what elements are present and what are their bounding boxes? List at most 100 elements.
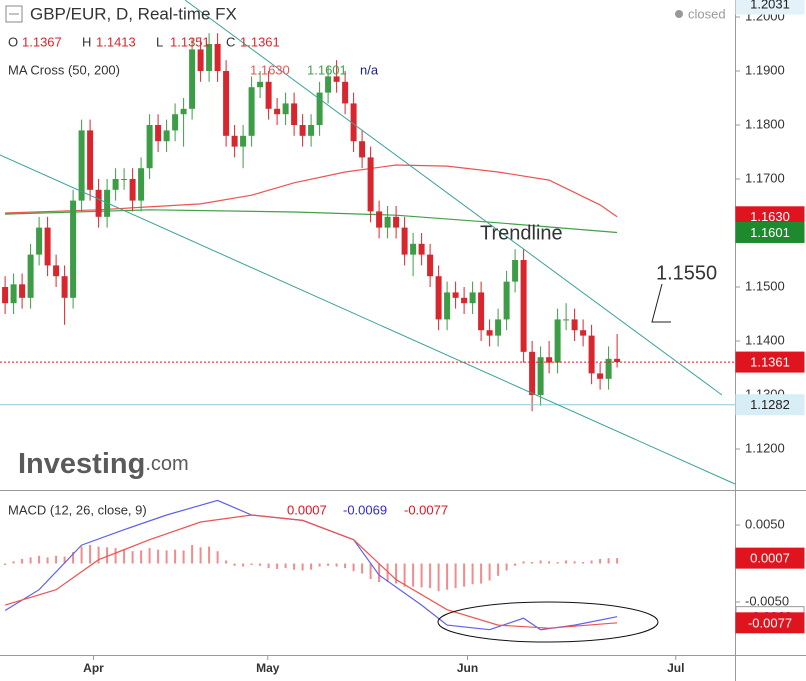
histogram-bar	[89, 545, 92, 564]
candle-body	[27, 254, 34, 298]
histogram-bar	[293, 563, 296, 570]
candle-body	[163, 130, 170, 142]
watermark-main: Investing	[18, 448, 145, 480]
candle-body	[580, 330, 587, 336]
candle-body	[350, 103, 357, 142]
histogram-bar	[38, 555, 41, 564]
histogram-bar	[199, 547, 202, 564]
candle-body	[231, 135, 238, 147]
candle-body	[495, 319, 502, 336]
ohlc-value: 1.1351	[170, 34, 210, 49]
histogram-bar	[174, 549, 177, 564]
price-badge	[735, 394, 805, 416]
price-badge	[735, 0, 805, 15]
candle-body	[214, 44, 221, 72]
histogram-bar	[182, 550, 185, 564]
histogram-bar	[607, 558, 610, 564]
histogram-bar	[531, 561, 534, 564]
candle-body	[571, 319, 578, 331]
histogram-bar	[225, 560, 228, 564]
trendline-lower	[0, 154, 736, 485]
candle-body	[308, 125, 315, 136]
histogram-bar	[191, 545, 194, 564]
candle-body	[223, 71, 230, 136]
x-tick-label: May	[256, 661, 280, 675]
histogram-bar	[284, 563, 287, 569]
histogram-bar	[480, 563, 483, 584]
candle-body	[384, 216, 391, 228]
histogram-bar	[242, 563, 245, 567]
price-badge-label: 1.1361	[750, 355, 790, 370]
candle-body	[537, 357, 544, 396]
histogram-bar	[12, 561, 15, 564]
annotation: 1.1550	[656, 262, 717, 284]
watermark: Investing.com	[18, 448, 189, 480]
candle-body	[588, 335, 595, 374]
histogram-bar	[361, 563, 364, 574]
macd-value: -0.0069	[343, 502, 387, 517]
histogram-bar	[599, 558, 602, 564]
histogram-bar	[106, 547, 109, 564]
candle-body	[452, 292, 459, 298]
candle-body	[469, 292, 476, 304]
histogram-bar	[582, 561, 585, 564]
candle-body	[367, 157, 374, 212]
candle-body	[478, 292, 485, 331]
histogram-bar	[505, 563, 508, 571]
candle-body	[520, 260, 527, 352]
price-badge	[735, 351, 805, 373]
ohlc-value: 1.1361	[240, 34, 280, 49]
y-tick-label: 1.1400	[745, 332, 785, 347]
histogram-bar	[369, 563, 372, 579]
histogram-bar	[548, 561, 551, 564]
candle-body	[546, 357, 553, 363]
y-tick-label: 1.1500	[745, 278, 785, 293]
candle-body	[61, 276, 68, 298]
candle-body	[95, 189, 102, 217]
histogram-bar	[267, 563, 270, 569]
y-tick-label: 1.1200	[745, 440, 785, 455]
histogram-bar	[497, 563, 500, 576]
histogram-bar	[463, 563, 466, 587]
candle-body	[172, 114, 179, 131]
annotation: Trendline	[480, 222, 563, 244]
candle-body	[240, 135, 247, 147]
histogram-bar	[46, 557, 49, 564]
candle-body	[529, 351, 536, 396]
histogram-bar	[148, 548, 151, 564]
histogram-bar	[556, 561, 559, 564]
histogram-bar	[250, 563, 253, 566]
histogram-bar	[352, 563, 355, 572]
candle-body	[401, 227, 408, 255]
histogram-bar	[327, 563, 330, 566]
candle-body	[138, 168, 145, 201]
histogram-bar	[216, 551, 219, 564]
x-tick-label: Jul	[667, 661, 684, 675]
candle-body	[563, 319, 570, 321]
price-badge-label: 1.1630	[750, 209, 790, 224]
macd-line	[4, 514, 618, 629]
histogram-bar	[80, 546, 83, 564]
histogram-bar	[454, 563, 457, 589]
candle-body	[614, 358, 621, 363]
y-tick-label: 1.1900	[745, 62, 785, 77]
ohlc-value: 1.1367	[22, 34, 62, 49]
collapse-icon[interactable]	[5, 5, 23, 23]
candle-body	[486, 330, 493, 336]
watermark-suffix: .com	[145, 453, 188, 475]
candle-body	[180, 108, 187, 115]
histogram-bar	[514, 563, 517, 566]
histogram-bar	[437, 563, 440, 592]
candle-body	[325, 76, 332, 93]
histogram-bar	[55, 555, 58, 564]
candle-body	[53, 265, 60, 277]
x-tick-label: Apr	[83, 661, 104, 675]
macd-pane: 0.0050 -0.0050 Apr May Jun Jul	[4, 499, 789, 675]
histogram-bar	[429, 563, 432, 589]
ohlc-key: L	[156, 34, 163, 49]
candle-body	[70, 200, 77, 298]
histogram-bar	[72, 551, 75, 564]
histogram-bar	[565, 560, 568, 564]
